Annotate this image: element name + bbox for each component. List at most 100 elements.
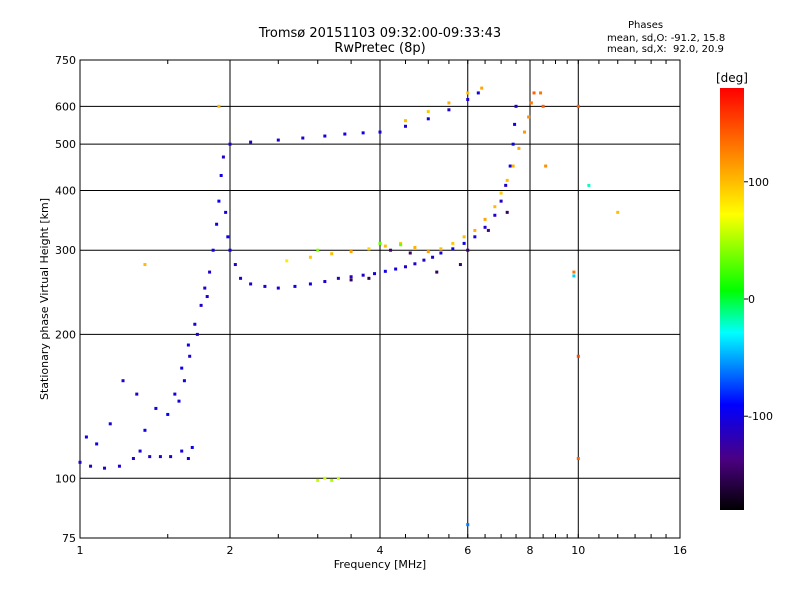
data-point xyxy=(389,248,393,252)
data-point xyxy=(466,248,470,252)
data-point xyxy=(476,91,480,95)
data-point xyxy=(480,86,484,90)
data-point xyxy=(361,273,365,277)
data-point xyxy=(486,228,490,232)
phase-stats-o-mode: mean, sd,O: -91.2, 15.8 xyxy=(607,33,726,44)
data-point xyxy=(462,241,466,245)
data-point xyxy=(276,138,280,142)
data-point xyxy=(451,241,455,245)
data-point xyxy=(572,274,576,278)
data-points xyxy=(78,86,620,527)
colorbar-tick-label: -100 xyxy=(748,410,773,423)
data-point xyxy=(408,251,412,255)
data-point xyxy=(426,250,430,254)
data-point xyxy=(541,104,545,108)
data-point xyxy=(221,155,225,159)
data-point xyxy=(517,146,521,150)
data-point xyxy=(143,263,147,267)
data-point xyxy=(383,244,387,248)
y-axis-label: Stationary phase Virtual Height [km] xyxy=(38,198,51,400)
data-point xyxy=(239,276,243,280)
data-point xyxy=(576,104,580,108)
y-tick-label: 400 xyxy=(55,184,76,197)
data-point xyxy=(587,183,591,187)
x-tick-label: 4 xyxy=(377,544,384,557)
data-point xyxy=(190,445,194,449)
data-point xyxy=(514,104,518,108)
colorbar-ticks: 100 0 -100 xyxy=(744,176,773,423)
data-point xyxy=(527,115,531,119)
x-tick-label: 2 xyxy=(227,544,234,557)
data-point xyxy=(511,142,515,146)
data-point xyxy=(148,455,152,459)
y-tick-label: 600 xyxy=(55,100,76,113)
data-point xyxy=(505,178,509,182)
data-point xyxy=(180,366,184,370)
data-point xyxy=(169,455,173,459)
data-point xyxy=(529,101,533,105)
data-point xyxy=(504,183,508,187)
y-tick-label: 300 xyxy=(55,244,76,257)
data-point xyxy=(413,245,417,249)
data-point xyxy=(394,267,398,271)
data-point xyxy=(131,456,135,460)
x-tick-label: 8 xyxy=(527,544,534,557)
colorbar-tick-label: 100 xyxy=(748,176,769,189)
data-point xyxy=(493,205,497,209)
phase-stats-x-mode: mean, sd,X: 92.0, 20.9 xyxy=(607,44,724,55)
data-point xyxy=(285,259,289,263)
data-point xyxy=(158,455,162,459)
y-tick-label: 500 xyxy=(55,138,76,151)
data-point xyxy=(173,392,177,396)
data-point xyxy=(188,354,192,358)
chart-title: Tromsø 20151103 09:32:00-09:33:43 xyxy=(258,26,502,41)
data-point xyxy=(349,250,353,254)
colorbar-tick-label: 0 xyxy=(748,293,755,306)
data-point xyxy=(154,406,158,410)
x-tick-label: 1 xyxy=(77,544,84,557)
data-point xyxy=(343,132,347,136)
data-point xyxy=(180,449,184,453)
y-tick-label: 200 xyxy=(55,328,76,341)
data-point xyxy=(499,191,503,195)
data-point xyxy=(217,104,221,108)
data-point xyxy=(544,164,548,168)
data-point xyxy=(466,523,470,527)
data-point xyxy=(219,173,223,177)
data-point xyxy=(166,412,170,416)
data-point xyxy=(330,478,334,482)
x-tick-label: 6 xyxy=(464,544,471,557)
data-point xyxy=(493,213,497,217)
data-point xyxy=(228,142,232,146)
x-tick-label: 10 xyxy=(571,544,585,557)
data-point xyxy=(224,210,228,214)
data-point xyxy=(308,282,312,286)
data-point xyxy=(316,478,320,482)
data-point xyxy=(349,275,353,279)
data-point xyxy=(383,269,387,273)
data-point xyxy=(186,343,190,347)
data-point xyxy=(323,134,327,138)
data-point xyxy=(426,117,430,121)
data-point xyxy=(367,276,371,280)
data-point xyxy=(215,222,219,226)
data-point xyxy=(513,122,517,126)
x-axis-label: Frequency [MHz] xyxy=(334,558,426,571)
data-point xyxy=(413,262,417,266)
data-point xyxy=(539,91,543,95)
data-point xyxy=(466,98,470,102)
data-point xyxy=(532,91,536,95)
data-point xyxy=(361,131,365,135)
data-point xyxy=(138,449,142,453)
data-point xyxy=(466,91,470,95)
y-tick-label: 750 xyxy=(55,54,76,67)
data-point xyxy=(121,379,125,383)
data-point xyxy=(426,110,430,114)
data-point xyxy=(186,456,190,460)
axis-ticks: 1 2 4 6 8 10 16 75 100 200 300 400 500 600 750 xyxy=(55,54,687,557)
data-point xyxy=(373,272,377,276)
data-point xyxy=(205,295,209,299)
data-point xyxy=(439,251,443,255)
data-point xyxy=(483,217,487,221)
